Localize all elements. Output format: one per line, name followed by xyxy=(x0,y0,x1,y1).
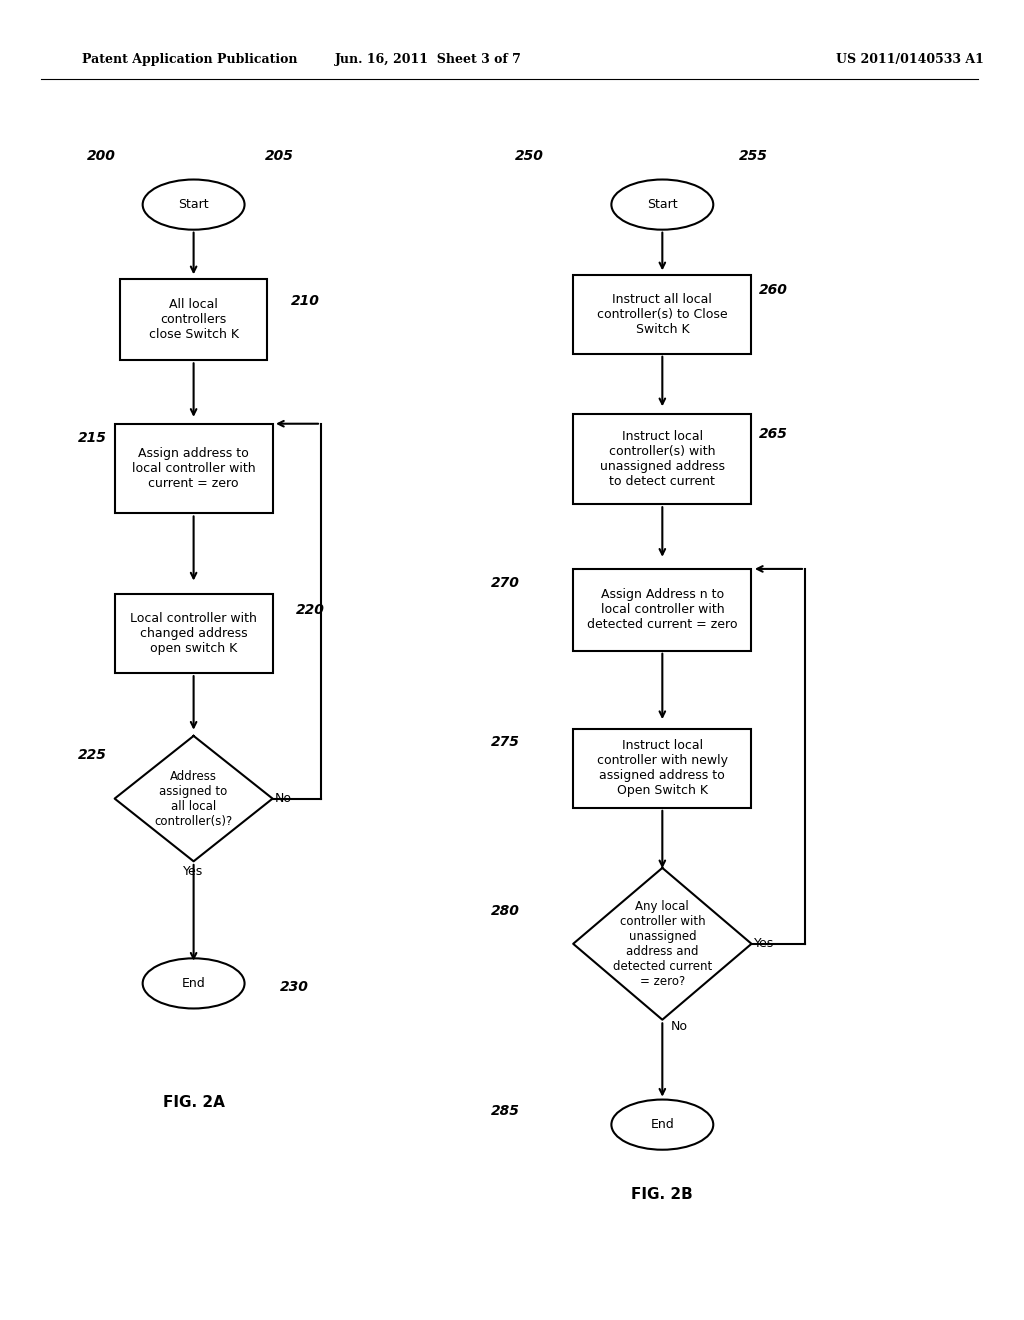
Text: Start: Start xyxy=(178,198,209,211)
Text: Yes: Yes xyxy=(754,937,774,950)
Text: Instruct local
controller with newly
assigned address to
Open Switch K: Instruct local controller with newly ass… xyxy=(597,739,728,797)
Text: Patent Application Publication: Patent Application Publication xyxy=(82,53,297,66)
Text: 230: 230 xyxy=(281,981,309,994)
Text: End: End xyxy=(650,1118,674,1131)
Text: FIG. 2B: FIG. 2B xyxy=(632,1187,693,1203)
Text: US 2011/0140533 A1: US 2011/0140533 A1 xyxy=(836,53,983,66)
Text: End: End xyxy=(181,977,206,990)
Text: 285: 285 xyxy=(490,1105,519,1118)
Text: 220: 220 xyxy=(296,603,325,616)
Text: 275: 275 xyxy=(490,735,519,748)
Text: Local controller with
changed address
open switch K: Local controller with changed address op… xyxy=(130,612,257,655)
Text: No: No xyxy=(275,792,292,805)
Text: 250: 250 xyxy=(515,149,544,162)
Text: 215: 215 xyxy=(78,432,106,445)
Text: 200: 200 xyxy=(87,149,116,162)
Text: 210: 210 xyxy=(291,294,319,308)
Text: 270: 270 xyxy=(490,577,519,590)
Text: Any local
controller with
unassigned
address and
detected current
= zero?: Any local controller with unassigned add… xyxy=(612,900,712,987)
Text: 255: 255 xyxy=(738,149,768,162)
Text: Assign Address n to
local controller with
detected current = zero: Assign Address n to local controller wit… xyxy=(587,589,737,631)
Text: Address
assigned to
all local
controller(s)?: Address assigned to all local controller… xyxy=(155,770,232,828)
Text: 260: 260 xyxy=(759,284,788,297)
Text: All local
controllers
close Switch K: All local controllers close Switch K xyxy=(148,298,239,341)
Text: Yes: Yes xyxy=(183,865,204,878)
Text: No: No xyxy=(671,1020,687,1034)
Text: 280: 280 xyxy=(490,904,519,917)
Text: FIG. 2A: FIG. 2A xyxy=(163,1094,224,1110)
Text: Jun. 16, 2011  Sheet 3 of 7: Jun. 16, 2011 Sheet 3 of 7 xyxy=(335,53,521,66)
Text: Instruct local
controller(s) with
unassigned address
to detect current: Instruct local controller(s) with unassi… xyxy=(600,430,725,488)
Text: Start: Start xyxy=(647,198,678,211)
Text: 225: 225 xyxy=(78,748,106,762)
Text: 265: 265 xyxy=(759,428,788,441)
Text: Assign address to
local controller with
current = zero: Assign address to local controller with … xyxy=(132,447,255,490)
Text: Instruct all local
controller(s) to Close
Switch K: Instruct all local controller(s) to Clos… xyxy=(597,293,728,335)
Text: 205: 205 xyxy=(265,149,294,162)
